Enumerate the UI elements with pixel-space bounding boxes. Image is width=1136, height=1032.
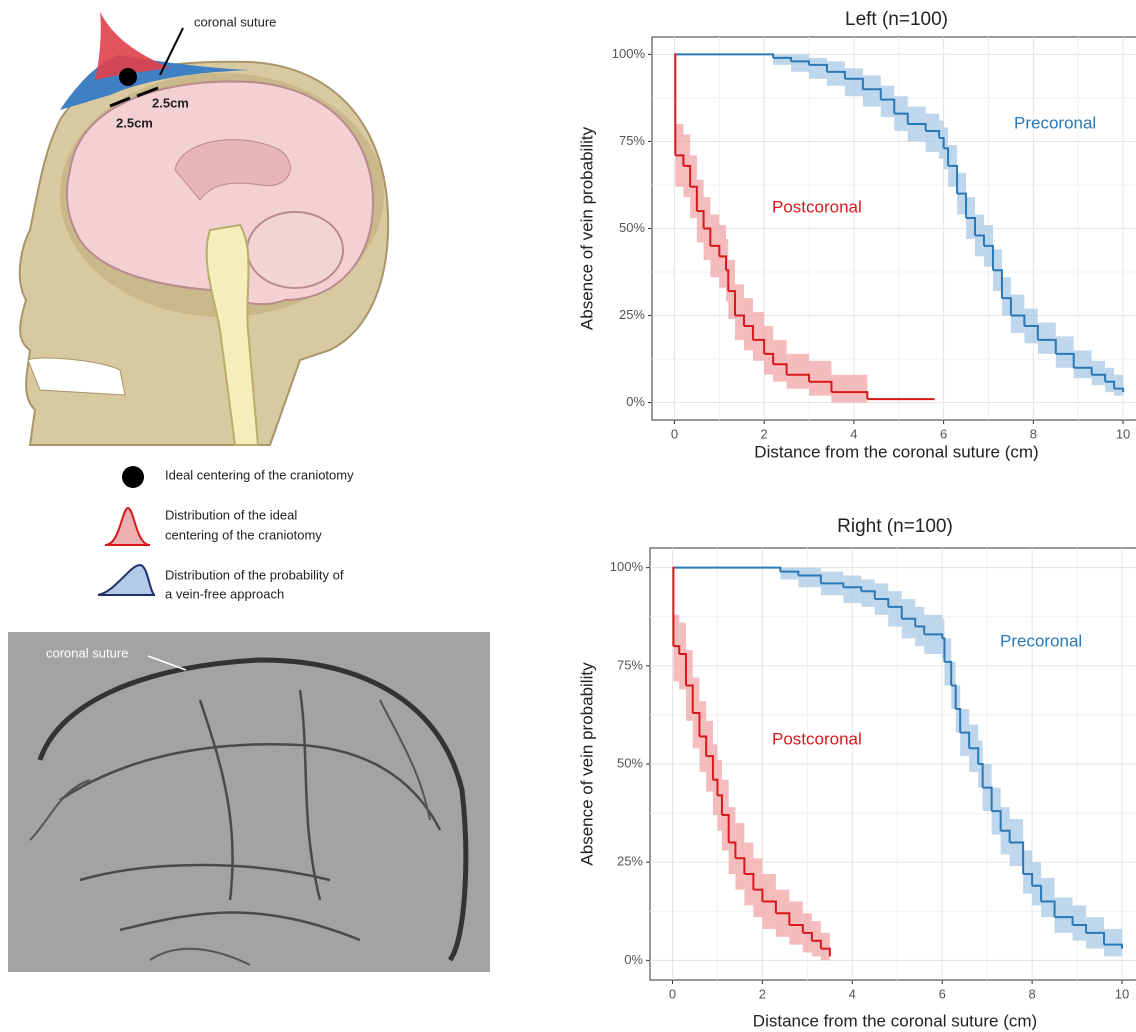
confidence-band [1073, 905, 1086, 940]
confidence-band [1038, 323, 1056, 354]
head-illustration: coronal suture 2.5cm 2.5cm [20, 12, 388, 445]
craniotomy-center [119, 68, 137, 86]
series-label: Postcoronal [772, 197, 862, 216]
confidence-band [843, 575, 861, 602]
confidence-band [791, 54, 809, 71]
series-label: Precoronal [1014, 113, 1096, 132]
confidence-band [1032, 862, 1041, 905]
confidence-band [764, 326, 773, 375]
legend-text: Distribution of the probability of [165, 567, 344, 582]
x-tick-label: 4 [850, 426, 857, 441]
y-tick-label: 50% [619, 220, 645, 235]
x-tick-label: 0 [671, 426, 678, 441]
confidence-band [831, 375, 867, 403]
label: coronal suture [46, 645, 128, 660]
label: 2.5cm [152, 95, 189, 110]
confidence-band [744, 298, 753, 350]
label: 2.5cm [116, 115, 153, 130]
angiogram: coronal suture [8, 632, 490, 972]
x-tick-label: 6 [940, 426, 947, 441]
confidence-band [1055, 898, 1073, 933]
confidence-band [679, 623, 686, 690]
confidence-band [1011, 295, 1024, 333]
y-tick-label: 0% [624, 952, 643, 967]
x-tick-label: 8 [1028, 986, 1035, 1001]
x-tick-label: 0 [669, 986, 676, 1001]
label: coronal suture [194, 14, 276, 29]
confidence-band [827, 61, 845, 85]
confidence-band [773, 340, 786, 382]
confidence-band [1002, 277, 1011, 315]
confidence-band [798, 568, 820, 588]
confidence-band [1023, 850, 1032, 893]
confidence-band [881, 86, 894, 117]
survival-step [674, 54, 675, 155]
figure: coronal suture 2.5cm 2.5cm Ideal centeri… [0, 0, 1136, 1032]
legend-text: a vein-free approach [165, 586, 284, 601]
confidence-band [735, 823, 744, 890]
x-tick-label: 6 [939, 986, 946, 1001]
legend-dot [122, 466, 144, 488]
survival-step [672, 568, 673, 647]
x-axis-label: Distance from the coronal suture (cm) [753, 1011, 1037, 1030]
y-axis-label: Absence of vein probability [577, 662, 596, 866]
confidence-band [753, 312, 764, 361]
confidence-band [735, 284, 744, 340]
y-axis-label: Absence of vein probability [577, 126, 596, 330]
chart-title: Left (n=100) [845, 9, 948, 30]
y-tick-label: 100% [610, 559, 644, 574]
confidence-band [1041, 878, 1054, 917]
x-tick-label: 4 [849, 986, 856, 1001]
confidence-band [773, 54, 791, 64]
confidence-band [1074, 350, 1092, 378]
legend-text: Distribution of the ideal [165, 507, 297, 522]
chart: 02468100%25%50%75%100%Right (n=100)Dista… [577, 516, 1136, 1030]
confidence-band [812, 921, 821, 956]
y-tick-label: 75% [617, 657, 643, 672]
x-tick-label: 2 [759, 986, 766, 1001]
chart-title: Right (n=100) [837, 516, 953, 537]
confidence-band [1056, 336, 1074, 367]
confidence-band [729, 807, 736, 874]
confidence-band [1104, 929, 1122, 956]
series-label: Postcoronal [772, 729, 862, 748]
confidence-band [861, 579, 874, 606]
legend-text: Ideal centering of the craniotomy [165, 467, 354, 482]
confidence-band [1092, 361, 1105, 385]
series-label: Precoronal [1000, 631, 1082, 650]
x-tick-label: 10 [1115, 986, 1129, 1001]
x-tick-label: 2 [761, 426, 768, 441]
y-tick-label: 50% [617, 755, 643, 770]
confidence-band [1105, 368, 1114, 392]
confidence-band [809, 58, 827, 79]
confidence-band [1114, 375, 1123, 396]
confidence-band [809, 361, 831, 396]
confidence-band [780, 568, 798, 580]
y-tick-label: 100% [612, 46, 646, 61]
confidence-band [863, 75, 881, 106]
y-tick-label: 75% [619, 133, 645, 148]
y-tick-label: 0% [626, 394, 645, 409]
cerebellum [247, 212, 343, 288]
y-tick-label: 25% [617, 854, 643, 869]
confidence-band [753, 858, 762, 917]
legend-red [105, 508, 150, 545]
x-tick-label: 10 [1116, 426, 1130, 441]
legend-text: centering of the craniotomy [165, 527, 322, 542]
confidence-band [926, 114, 939, 152]
x-tick-label: 8 [1030, 426, 1037, 441]
confidence-band [728, 260, 735, 319]
confidence-band [845, 68, 863, 96]
y-tick-label: 25% [619, 307, 645, 322]
illustration-legend: Ideal centering of the craniotomy Distri… [98, 466, 354, 601]
angiogram-bg [8, 632, 490, 972]
confidence-band [821, 933, 830, 960]
confidence-band [789, 901, 802, 944]
legend-blue [98, 565, 155, 595]
confidence-band [888, 591, 901, 626]
x-axis-label: Distance from the coronal suture (cm) [754, 442, 1038, 461]
confidence-band [787, 354, 809, 389]
